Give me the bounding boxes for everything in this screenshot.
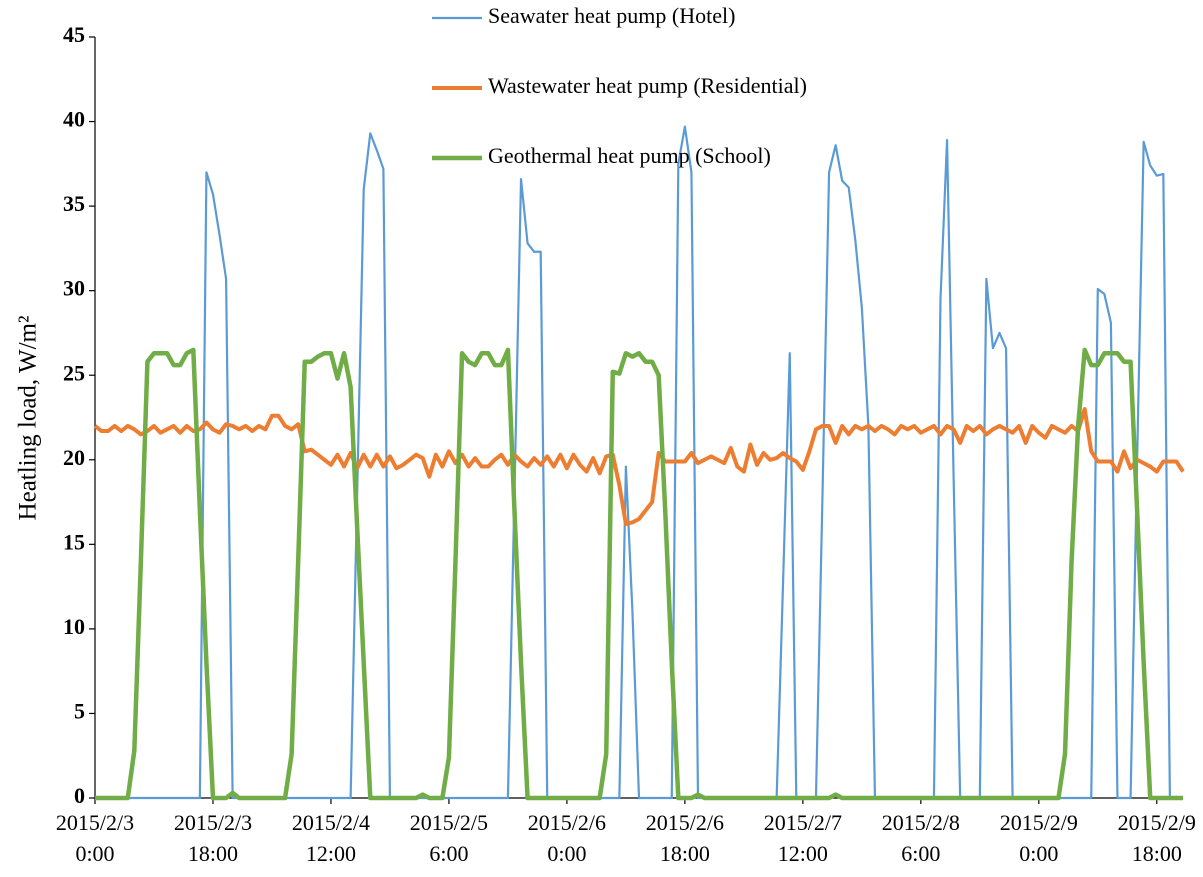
y-tick-label: 40: [63, 107, 85, 132]
y-tick-label: 25: [63, 360, 85, 385]
x-tick-label: 2015/2/8 6:00: [882, 810, 960, 866]
y-tick-label: 35: [63, 191, 85, 216]
x-tick-label: 2015/2/9 0:00: [1000, 810, 1078, 866]
y-tick-label: 30: [63, 276, 85, 301]
x-tick-label: 2015/2/3 18:00: [174, 810, 252, 866]
legend-label: Seawater heat pump (Hotel): [488, 3, 735, 28]
y-tick-label: 15: [63, 529, 85, 554]
series-line: [95, 347, 1183, 801]
y-tick-label: 5: [74, 698, 85, 723]
y-tick-label: 45: [63, 22, 85, 47]
legend-label: Geothermal heat pump (School): [488, 143, 771, 168]
y-tick-label: 0: [74, 783, 85, 808]
x-tick-label: 2015/2/6 0:00: [528, 810, 606, 866]
x-tick-label: 2015/2/5 6:00: [410, 810, 488, 866]
y-tick-label: 20: [63, 445, 85, 470]
x-tick-label: 2015/2/6 18:00: [646, 810, 724, 866]
y-tick-label: 10: [63, 614, 85, 639]
x-tick-label: 2015/2/7 12:00: [764, 810, 842, 866]
series-line: [95, 125, 1183, 800]
series-line: [93, 407, 1185, 527]
x-tick-label: 2015/2/3 0:00: [56, 810, 134, 866]
x-tick-label: 2015/2/4 12:00: [292, 810, 370, 866]
y-axis-label: Heatling load, W/m²: [15, 316, 42, 521]
x-tick-label: 2015/2/9 18:00: [1118, 810, 1196, 866]
legend-label: Wastewater heat pump (Residential): [488, 73, 807, 98]
